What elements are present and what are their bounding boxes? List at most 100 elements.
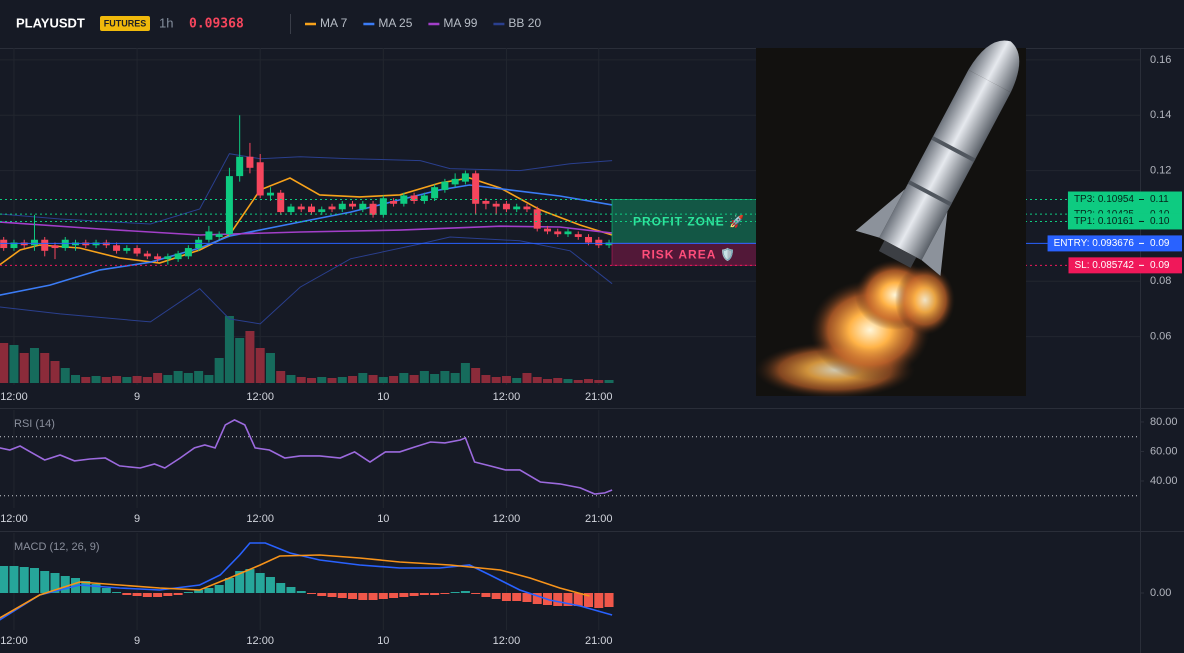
candle-body [523,206,531,210]
level-tag [1067,213,1182,230]
histogram-bar [122,593,132,595]
histogram-bar [450,592,460,593]
candle-body [461,173,469,182]
histogram-bar [317,593,327,596]
candle-body [543,228,551,232]
candle-body [585,236,593,243]
candle-body [51,245,59,249]
level-axis-label: 0.09 [1150,260,1170,271]
volume-bar [378,377,388,383]
badge-bg [100,16,150,31]
volume-bar [29,348,39,383]
volume-bar [194,371,204,383]
candle-body [287,206,295,213]
legend-label: BB 20 [508,16,541,30]
volume-bar [409,375,419,383]
volume-bar [317,377,327,383]
histogram-bar [573,593,583,606]
volume-bar [296,377,306,383]
rocket-band [931,136,976,163]
histogram-bar [327,593,337,597]
y-tick-label: 60.00 [1150,445,1178,457]
candle-body [41,239,49,251]
candle-body [472,173,480,204]
series-line [0,153,613,225]
volume-bar [173,371,183,383]
volume-bar [163,375,173,383]
level-tag [1068,257,1182,274]
histogram-bar [19,567,29,593]
histogram-bar [112,592,122,593]
histogram-bar [235,571,245,593]
histogram-bar [204,588,214,593]
histogram-bar [81,581,91,593]
volume-bar [245,331,255,383]
candle-body [205,231,213,240]
volume-bar [542,379,552,383]
histogram-bar [163,593,173,596]
volume-bar [460,363,470,383]
x-tick-label: 10 [377,635,389,647]
y-tick-label: 0.00 [1150,587,1171,599]
level-axis-label: 0.10 [1150,216,1170,227]
level-tag [1047,235,1182,252]
histogram-bar [491,593,501,599]
volume-bar [491,377,501,383]
volume-bar [50,361,60,383]
x-tick-label: 10 [377,391,389,403]
flame [895,265,955,335]
level-axis-label: 0.11 [1150,194,1169,205]
volume-bar [327,378,337,383]
candle-body [349,203,357,207]
volume-bar [40,353,50,383]
volume-bar [112,376,122,383]
candle-body [554,231,562,235]
histogram-bar [245,569,255,593]
pane: 12:00 9 12:00 10 12:00 21:00 40.00 60.00 80.00 RS… [0,410,1178,525]
histogram-bar [265,577,275,593]
x-tick-label: 21:00 [585,513,613,525]
candle-body [307,206,315,213]
volume-bar [450,373,460,383]
histogram-bar [255,573,265,593]
y-tick-label: 0.08 [1150,275,1171,287]
histogram-bar [50,573,60,593]
volume-bar [81,377,91,383]
histogram-bar [358,593,368,600]
rocket-band [907,180,953,207]
histogram-bar [0,566,9,593]
rocket-nose [968,40,1020,93]
histogram-bar [389,593,399,598]
legend-label: MA 99 [443,16,477,30]
volume-bar [276,371,286,383]
volume-bar [265,353,275,383]
volume-bar [142,377,152,383]
volume-bar [132,376,142,383]
histogram-bar [368,593,378,600]
histogram-bar [584,593,594,607]
candle-body [225,176,233,235]
level-label: ENTRY: 0.093676 [1054,238,1135,249]
histogram-bar [409,593,419,596]
volume-bar [512,378,522,383]
legend-label: MA 7 [320,16,348,30]
x-tick-label: 10 [377,513,389,525]
series-line [0,236,613,325]
level-axis-label: 0.09 [1150,238,1170,249]
series-line [0,184,613,296]
candle-body [143,253,151,257]
histogram-bar [563,593,573,606]
histogram-bar [306,593,316,594]
volume-bar [399,373,409,383]
candle-body [338,203,346,210]
series-line [0,554,590,619]
x-tick-label: 12:00 [0,391,28,403]
rocket [855,40,1020,276]
histogram-bar [399,593,409,597]
volume-bar [594,380,604,383]
histogram-bar [471,593,481,594]
histogram-bar [101,588,111,593]
y-tick-label: 0.14 [1150,109,1171,121]
volume-bar [60,368,70,383]
